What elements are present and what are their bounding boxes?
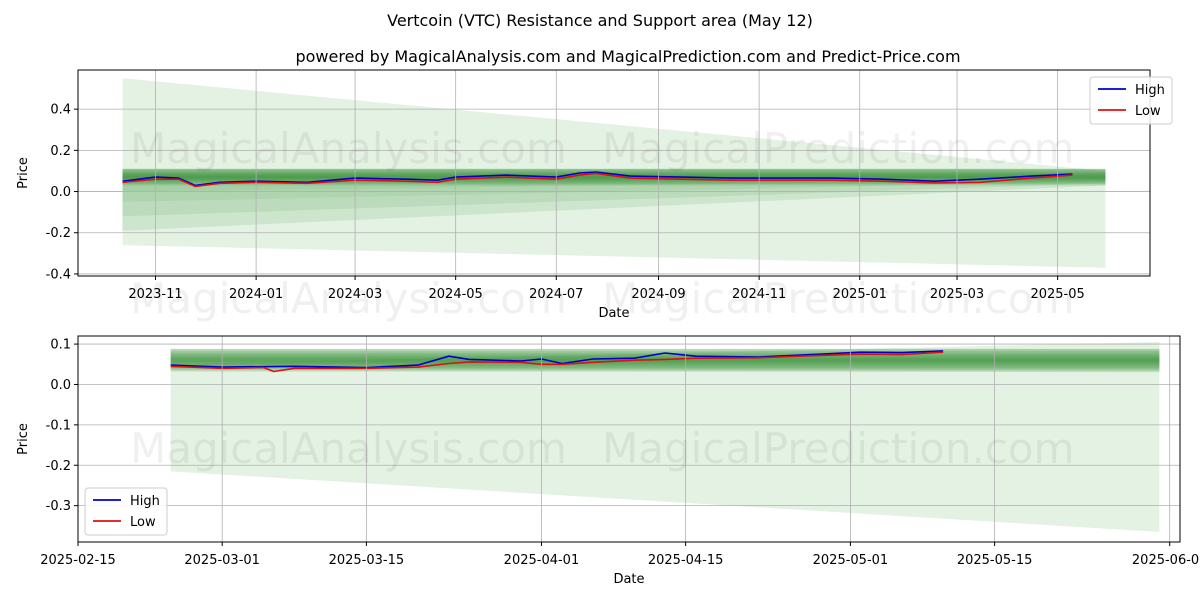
x-tick-label: 2025-01 [833,287,887,302]
prediction-cone [170,342,1160,532]
legend-label-low: Low [1135,104,1161,119]
y-tick-label: 0.0 [50,378,71,393]
x-tick-label: 2025-04-15 [648,553,724,568]
y-tick-label: -0.1 [46,418,71,433]
x-tick-label: 2025-05-01 [813,553,889,568]
x-tick-label: 2025-06-01 [1132,553,1200,568]
legend-label-high: High [130,494,160,509]
resistance-band-layer [122,174,1106,180]
x-tick-label: 2023-11 [128,287,182,302]
x-tick-label: 2025-03-15 [329,553,405,568]
watermarks: MagicalAnalysis.com MagicalPrediction.co… [130,124,1075,473]
y-axis-label: Price [16,157,31,189]
plot-full-range: 2023-11 2024-01 2024-03 2024-05 2024-07 2024-… [16,69,1173,321]
watermark-mid-right: MagicalPrediction.com [602,274,1075,323]
legend-label-high: High [1135,83,1165,98]
x-tick-label: 2024-03 [328,287,382,302]
x-tick-label: 2025-05 [1030,287,1084,302]
watermark-mid-left: MagicalAnalysis.com [130,274,567,323]
x-tick-label: 2024-01 [229,287,283,302]
resistance-band-layer [122,175,1106,179]
y-tick-label: -0.4 [46,267,71,282]
resistance-band-layer [122,173,1106,182]
watermark-bottom-right: MagicalPrediction.com [602,424,1075,473]
y-tick-label: 0.0 [50,185,71,200]
chart-title: Vertcoin (VTC) Resistance and Support ar… [387,11,813,30]
plot-recent-range: 2025-02-15 2025-03-01 2025-03-15 2025-04-01… [16,335,1200,587]
resistance-band-layer [170,354,1160,366]
watermark-top-right: MagicalPrediction.com [602,124,1075,173]
y-tick-label: -0.3 [46,499,71,514]
y-tick-label: 0.2 [50,144,71,159]
legend-label-low: Low [130,515,156,530]
x-tick-label: 2024-09 [631,287,685,302]
plot-frame [77,335,1181,543]
watermark-top-left: MagicalAnalysis.com [130,124,567,173]
legend: High Low [84,487,168,536]
resistance-band-layer [170,358,1160,363]
y-tick-label: -0.2 [46,459,71,474]
grid [78,70,1150,276]
y-tick-label: -0.2 [46,226,71,241]
x-tick-label: 2025-04-01 [504,553,580,568]
watermark-bottom-left: MagicalAnalysis.com [130,424,567,473]
chart-subtitle: powered by MagicalAnalysis.com and Magic… [295,47,960,66]
x-tick-label: 2025-03-01 [184,553,260,568]
x-tick-label: 2024-05 [429,287,483,302]
resistance-band-layer [122,171,1106,183]
x-tick-label: 2025-02-15 [40,553,116,568]
plot-frame [77,69,1151,277]
x-axis-label: Date [613,572,644,587]
y-axis-label: Price [16,423,31,455]
resistance-band-layer [170,356,1160,365]
x-tick-label: 2025-05-15 [957,553,1033,568]
y-tick-label: 0.4 [50,103,71,118]
x-tick-label: 2024-07 [529,287,583,302]
x-axis-label: Date [598,306,629,321]
legend: High Low [1089,76,1173,125]
x-tick-label: 2024-11 [732,287,786,302]
resistance-band-layer [170,352,1160,368]
y-tick-label: 0.1 [50,338,71,353]
x-tick-label: 2025-03 [930,287,984,302]
